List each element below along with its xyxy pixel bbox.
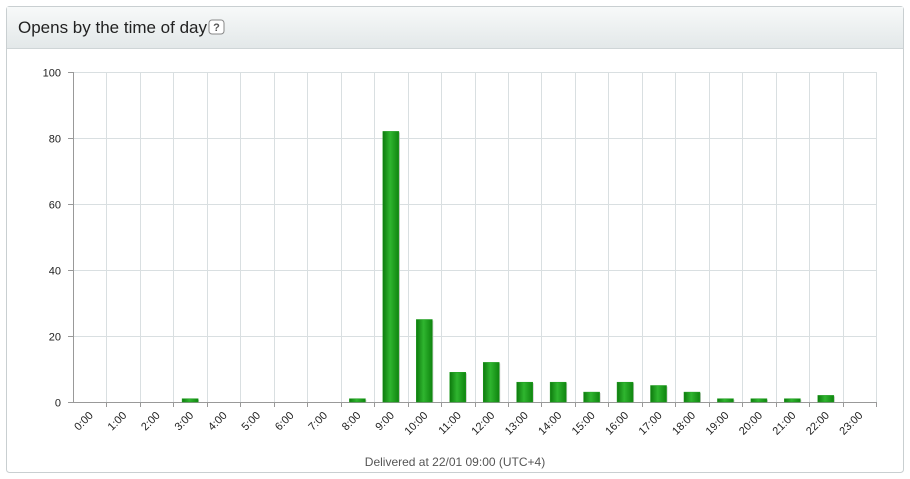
help-icon-text[interactable]: ? — [213, 22, 220, 34]
bar — [717, 398, 734, 403]
panel-title: Opens by the time of day — [18, 18, 207, 37]
bar — [482, 362, 500, 403]
y-tick-label: 80 — [49, 134, 61, 146]
y-tick-label: 40 — [49, 266, 61, 278]
help-icon[interactable]: ? — [208, 19, 225, 35]
bar — [750, 398, 768, 403]
y-tick-label: 20 — [49, 332, 61, 344]
y-tick-label: 0 — [55, 398, 61, 410]
y-tick-label: 100 — [43, 68, 61, 80]
panel-header — [7, 7, 903, 48]
bar — [817, 395, 835, 403]
y-tick-label: 60 — [49, 200, 61, 212]
bar — [382, 131, 400, 403]
panel — [6, 6, 904, 473]
bar — [516, 381, 533, 403]
bar — [549, 381, 567, 403]
bar — [349, 398, 366, 403]
footer-note: Delivered at 22/01 09:00 (UTC+4) — [365, 455, 545, 469]
help-icon-box[interactable] — [208, 19, 225, 35]
bar — [650, 385, 667, 403]
bar — [416, 319, 433, 403]
bar — [181, 398, 199, 403]
bar — [784, 398, 801, 403]
bar — [616, 381, 634, 403]
bar — [683, 391, 701, 403]
bar — [583, 391, 600, 403]
bar — [449, 372, 467, 403]
